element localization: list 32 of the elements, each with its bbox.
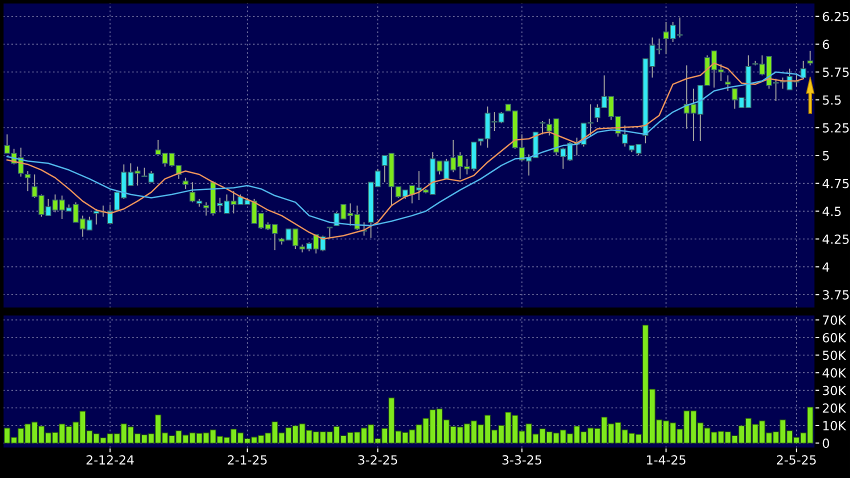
y-tick-label: 5.75 — [822, 68, 849, 77]
y-tick-label: 60K — [822, 332, 846, 342]
y-tick-label: 4.25 — [822, 234, 849, 244]
x-tick-label: 1-4-25 — [647, 455, 686, 465]
y-tick-label: 5 — [822, 151, 829, 160]
y-tick-label: 40K — [822, 368, 846, 378]
y-tick-label: 6 — [822, 40, 830, 50]
candlestick — [807, 50, 814, 66]
y-tick-label: 5.5 — [822, 95, 841, 105]
x-tick-label: 3-2-25 — [358, 455, 398, 465]
x-tick-label: 2-5-25 — [776, 455, 816, 465]
y-tick-label: 4 — [822, 262, 830, 272]
y-tick-label: 4.5 — [822, 206, 841, 216]
x-tick-label: 2-12-24 — [86, 455, 134, 464]
y-tick-label: 30K — [822, 386, 846, 396]
y-tick-label: 50K — [822, 350, 846, 360]
x-tick-label: 3-3-25 — [502, 455, 542, 465]
candlestick — [724, 74, 731, 92]
candlestick — [326, 226, 333, 238]
candlestick — [540, 120, 546, 135]
y-tick-label: 0 — [822, 438, 830, 448]
candlestick — [182, 177, 188, 190]
candlestick — [622, 124, 628, 148]
x-tick-label: 2-1-25 — [228, 455, 267, 465]
y-tick-label: 20K — [822, 403, 846, 413]
y-tick-label: 10K — [823, 420, 846, 430]
y-tick-label: 70K — [822, 315, 846, 325]
y-tick-label: 5.25 — [822, 123, 849, 133]
candlestick — [24, 170, 31, 192]
y-tick-label: 3.75 — [822, 290, 849, 300]
y-tick-label: 4.75 — [822, 178, 849, 188]
y-tick-label: 6.25 — [822, 12, 849, 22]
